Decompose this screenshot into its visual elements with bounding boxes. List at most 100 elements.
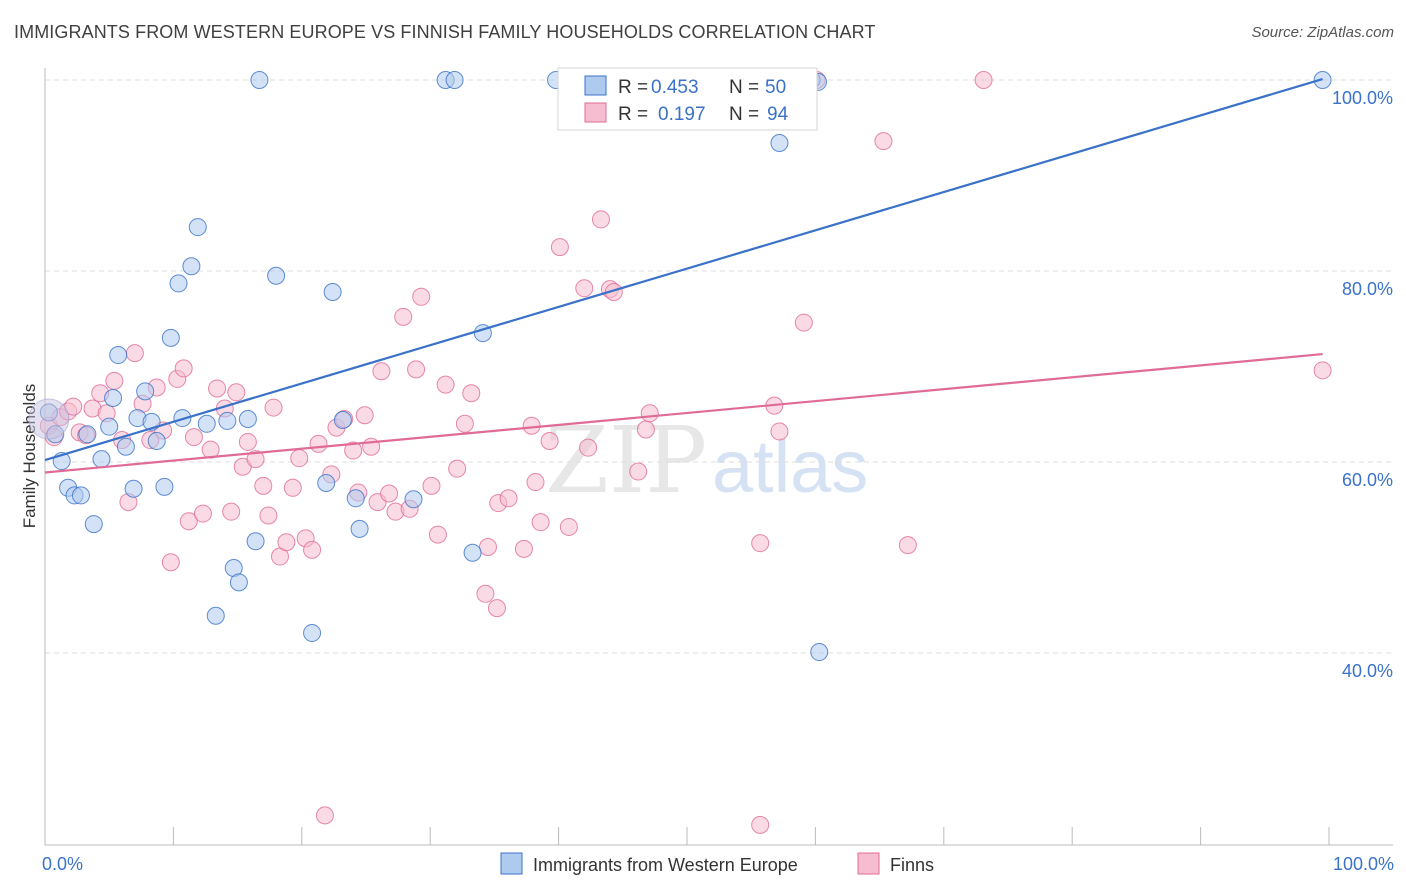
immigrants-point	[267, 266, 286, 285]
immigrants-point	[206, 606, 225, 625]
finns-point	[436, 375, 455, 394]
finns-point	[161, 553, 180, 572]
immigrants-point	[161, 328, 180, 347]
immigrants-point	[238, 410, 257, 429]
immigrants-point	[92, 450, 111, 469]
finns-point	[591, 210, 610, 229]
immigrants-point	[136, 382, 155, 401]
finns-point	[428, 525, 447, 544]
finns-point	[309, 434, 328, 453]
finns-point	[531, 513, 550, 532]
stats-swatch-blue	[584, 75, 607, 96]
finns-point	[522, 416, 541, 435]
finns-point	[478, 537, 497, 556]
finns-point	[874, 132, 893, 151]
finns-point	[751, 534, 770, 553]
immigrants-point	[116, 437, 135, 456]
finns-point	[208, 379, 227, 398]
finns-point	[277, 533, 296, 552]
immigrants-point	[323, 283, 342, 302]
legend: Immigrants from Western Europe Finns	[500, 852, 934, 875]
finns-point	[105, 371, 124, 390]
stats-blue-n-value: 50	[765, 77, 786, 98]
finns-point	[174, 359, 193, 378]
immigrants-point	[147, 431, 166, 450]
finns-point	[184, 428, 203, 447]
finns-point	[290, 449, 309, 468]
stats-swatch-pink	[584, 102, 607, 123]
finns-point	[380, 484, 399, 503]
series-finns	[39, 71, 1332, 834]
finns-point	[264, 398, 283, 417]
finns-point	[636, 420, 655, 439]
finns-point	[559, 517, 578, 536]
finns-point	[303, 540, 322, 559]
finns-point	[227, 383, 246, 402]
finns-point	[412, 287, 431, 306]
finns-point	[770, 422, 789, 441]
overlap-cluster-point	[28, 398, 70, 440]
finns-point	[254, 476, 273, 495]
immigrants-point	[346, 489, 365, 508]
immigrants-point	[350, 519, 369, 538]
source-credit: Source: ZipAtlas.com	[1251, 24, 1394, 41]
finns-point	[193, 504, 212, 523]
immigrants-point	[810, 643, 829, 662]
immigrants-point	[100, 417, 119, 436]
finns-point	[487, 599, 506, 618]
immigrants-point	[169, 274, 188, 293]
finns-point	[499, 489, 518, 508]
finns-point	[794, 313, 813, 332]
finns-point	[407, 360, 426, 379]
finns-point	[540, 431, 559, 450]
finns-point	[579, 438, 598, 457]
finns-point	[355, 406, 374, 425]
stats-box: R = 0.453 N = 50 R = 0.197 N = 94	[557, 67, 818, 131]
finns-point	[283, 478, 302, 497]
chart-title: IMMIGRANTS FROM WESTERN EUROPE VS FINNIS…	[14, 22, 876, 42]
x-tick-label-min: 0.0%	[42, 854, 83, 874]
immigrants-point	[404, 490, 423, 509]
finns-point	[751, 815, 770, 834]
immigrants-point	[104, 389, 123, 408]
finns-point	[448, 459, 467, 478]
finns-point	[476, 584, 495, 603]
stats-blue-r-label: R =	[618, 77, 648, 98]
finns-point	[462, 384, 481, 403]
watermark-atlas: atlas	[712, 425, 868, 508]
finns-point	[179, 512, 198, 531]
immigrants-point	[188, 218, 207, 237]
stats-pink-n-label: N =	[729, 104, 759, 125]
stats-pink-n-value: 94	[767, 104, 789, 125]
trendline-immigrants-western-europe	[44, 77, 1323, 462]
finns-point	[259, 506, 278, 525]
immigrants-point	[445, 71, 464, 89]
x-tick-label-max: 100.0%	[1333, 854, 1394, 874]
finns-point	[372, 362, 391, 381]
finns-point	[974, 71, 993, 89]
y-tick-label: 100.0%	[1332, 88, 1393, 108]
immigrants-point	[229, 573, 248, 592]
finns-point	[238, 432, 257, 451]
immigrants-point	[182, 257, 201, 276]
stats-pink-r-value: 0.197	[658, 104, 706, 125]
y-tick-label: 60.0%	[1342, 470, 1393, 490]
immigrants-point	[250, 71, 269, 89]
legend-label-immigrants: Immigrants from Western Europe	[533, 855, 798, 875]
watermark-zip: ZIP	[545, 407, 707, 514]
trendline-finns	[44, 352, 1323, 474]
finns-point	[550, 238, 569, 257]
series-immigrants-western-europe	[28, 71, 1332, 662]
y-tick-labels: 40.0% 60.0% 80.0% 100.0%	[1332, 88, 1393, 681]
finns-point	[455, 414, 474, 433]
immigrants-point	[317, 474, 336, 493]
stats-blue-n-label: N =	[729, 77, 759, 98]
immigrants-point	[303, 623, 322, 642]
finns-point	[246, 450, 265, 469]
finns-point	[1313, 361, 1332, 380]
legend-swatch-pink	[857, 852, 880, 875]
finns-point	[629, 462, 648, 481]
finns-point	[514, 539, 533, 558]
immigrants-point	[333, 410, 352, 429]
